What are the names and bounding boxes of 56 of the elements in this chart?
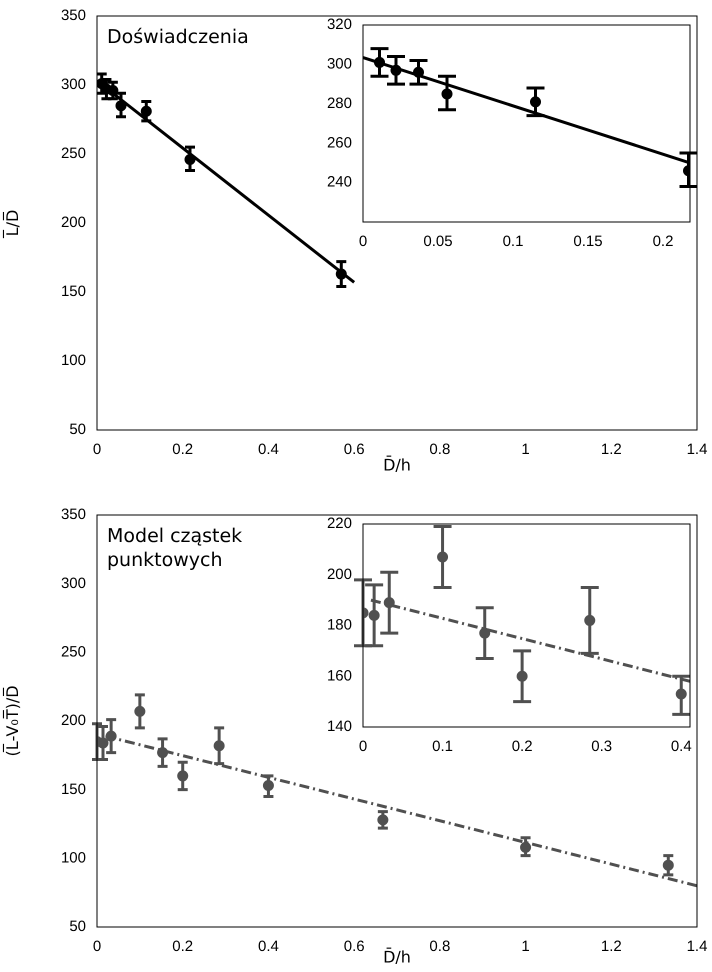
x-tick-label: 0.2 (172, 938, 194, 956)
y-axis-title: (L̅-V₀T̅)/D̅ (2, 685, 22, 757)
x-tick-label: 0.4 (258, 938, 279, 956)
y-tick-label: 200 (326, 566, 352, 583)
x-tick-label: 1.2 (600, 938, 622, 956)
y-tick-label: 250 (60, 643, 86, 660)
x-tick-label: 0.2 (172, 441, 194, 458)
y-tick-label: 350 (60, 7, 86, 24)
x-tick-label: 1.4 (686, 938, 708, 956)
x-tick-label: 0.3 (591, 738, 612, 756)
y-tick-label: 250 (60, 145, 86, 162)
x-tick-label: 1.2 (600, 441, 622, 458)
x-tick-label: 1.4 (686, 441, 708, 458)
y-tick-label: 160 (326, 667, 352, 684)
y-tick-label: 260 (326, 134, 352, 152)
x-tick-label: 0.05 (423, 233, 453, 250)
y-tick-label: 50 (69, 421, 86, 438)
y-tick-label: 350 (60, 506, 86, 524)
y-tick-label: 320 (326, 16, 352, 34)
y-tick-label: 300 (60, 76, 86, 94)
y-tick-label: 150 (60, 283, 86, 300)
x-tick-label: 0.4 (670, 738, 692, 756)
annotation: Model cząstek punktowych (107, 525, 244, 572)
y-tick-label: 50 (69, 918, 86, 936)
x-tick-label: 0 (92, 441, 102, 458)
x-tick-label: 0.8 (429, 441, 450, 458)
x-tick-label: 1 (521, 441, 530, 458)
x-tick-label: 1 (521, 938, 530, 956)
y-tick-label: 200 (60, 712, 86, 730)
y-tick-label: 150 (60, 780, 86, 798)
x-tick-label: 0.6 (344, 441, 365, 458)
x-tick-label: 0.2 (512, 738, 533, 756)
x-tick-label: 0.2 (652, 233, 674, 250)
x-tick-label: 0 (92, 938, 102, 956)
y-tick-label: 300 (60, 574, 86, 592)
x-tick-label: 0.1 (502, 233, 524, 250)
x-tick-label: 0 (358, 738, 368, 756)
y-tick-label: 100 (60, 849, 86, 866)
y-axis-title: L̅/D̅ (2, 210, 22, 239)
y-tick-label: 140 (326, 718, 352, 736)
y-tick-label: 240 (326, 174, 352, 191)
y-tick-label: 180 (326, 616, 352, 634)
x-tick-label: 0.8 (429, 938, 450, 956)
x-tick-label: 0.4 (258, 441, 279, 458)
y-tick-label: 200 (60, 214, 86, 232)
y-tick-label: 220 (326, 515, 352, 532)
x-tick-label: 0 (358, 233, 368, 250)
annotation: Doświadczenia (107, 26, 249, 50)
x-axis-title: D̄/h (383, 948, 411, 967)
y-tick-label: 300 (326, 56, 352, 73)
x-tick-label: 0.1 (432, 738, 453, 756)
y-tick-label: 100 (60, 352, 86, 370)
x-tick-label: 0.6 (344, 938, 365, 956)
x-tick-label: 0.15 (573, 233, 603, 250)
y-tick-label: 280 (326, 94, 352, 112)
x-axis-title: D̄/h (383, 456, 411, 475)
